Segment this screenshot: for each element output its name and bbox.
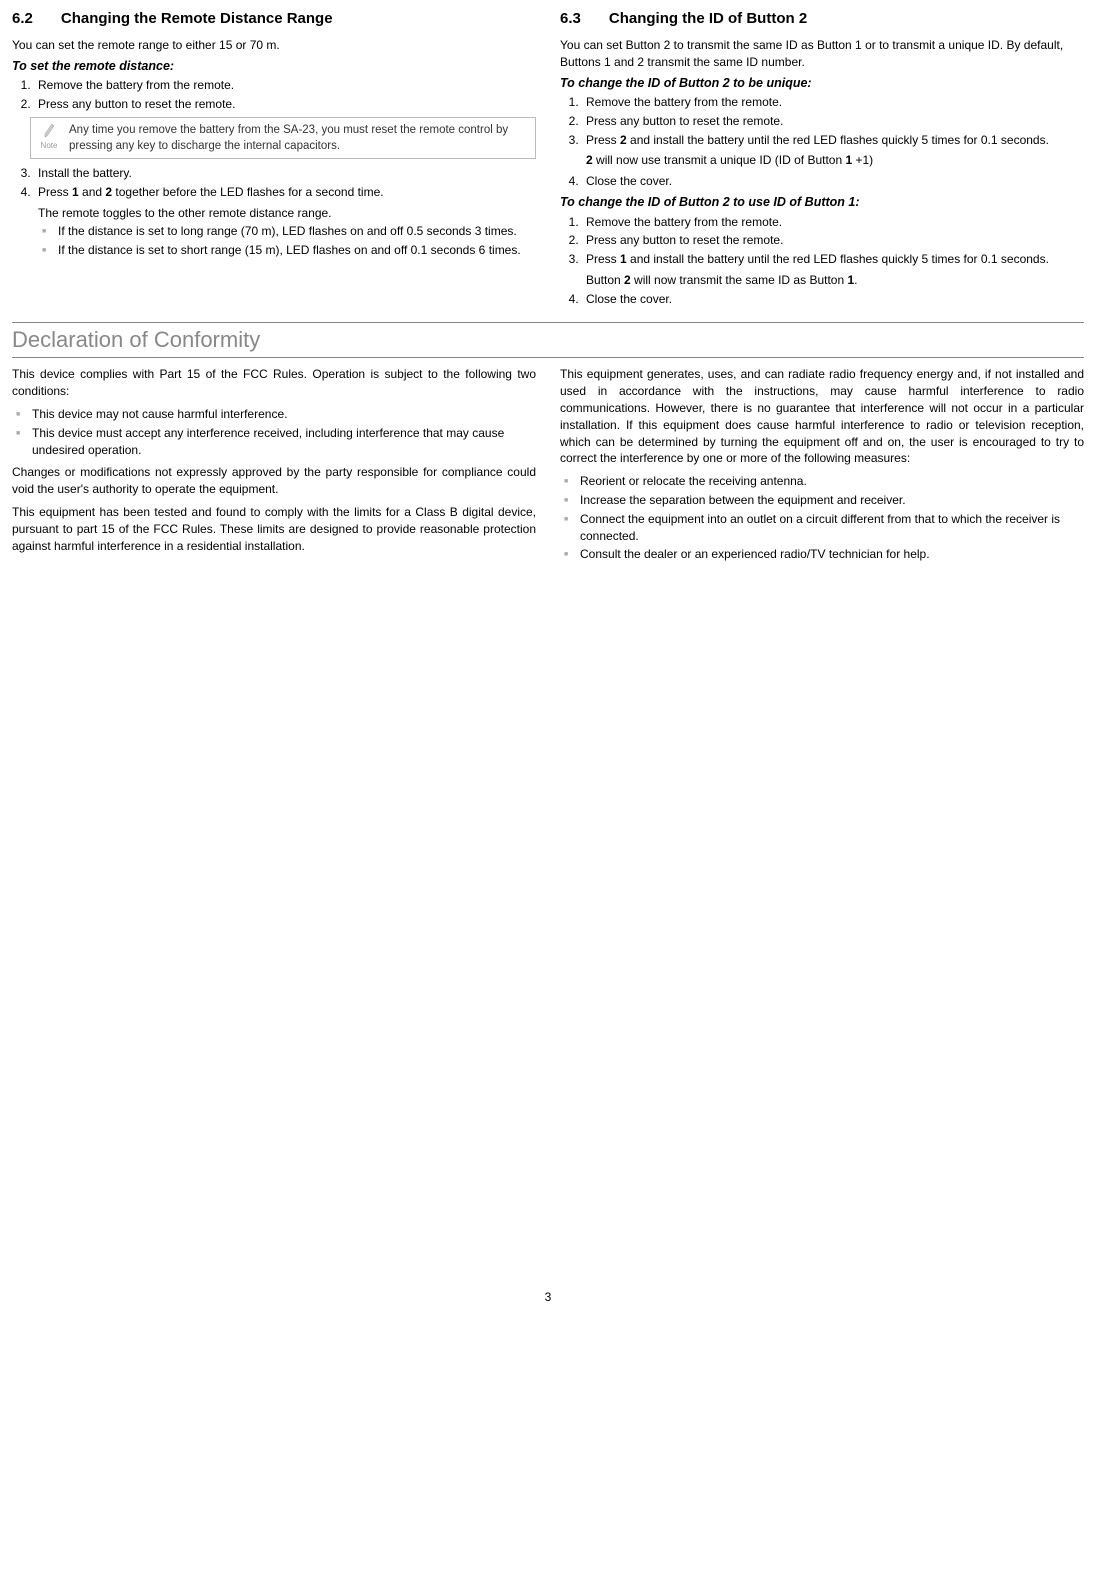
step-item: Remove the battery from the remote. xyxy=(582,94,1084,111)
decl-bullets-left: This device may not cause harmful interf… xyxy=(12,406,536,458)
decl-para: This equipment has been tested and found… xyxy=(12,504,536,554)
note-text: Any time you remove the battery from the… xyxy=(69,122,529,154)
decl-bullets-right: Reorient or relocate the receiving anten… xyxy=(560,473,1084,563)
declaration-heading: Declaration of Conformity xyxy=(12,322,1084,359)
bullet-item: Reorient or relocate the receiving anten… xyxy=(580,473,1084,490)
step-subtext: The remote toggles to the other remote d… xyxy=(38,205,536,222)
step-item: Close the cover. xyxy=(582,291,1084,308)
sub-bullets: If the distance is set to long range (70… xyxy=(38,223,536,259)
step-item: Remove the battery from the remote. xyxy=(34,77,536,94)
decl-para: Changes or modifications not expressly a… xyxy=(12,464,536,498)
bullet-item: Consult the dealer or an experienced rad… xyxy=(580,546,1084,563)
step-item: Remove the battery from the remote. xyxy=(582,214,1084,231)
subheading: To set the remote distance: xyxy=(12,58,536,76)
section-6-3: 6.3 Changing the ID of Button 2 You can … xyxy=(560,8,1084,312)
step-item: Press any button to reset the remote. xyxy=(582,232,1084,249)
note-label: Note xyxy=(41,140,58,151)
section-number: 6.2 xyxy=(12,8,33,29)
step-item: Install the battery. xyxy=(34,165,536,182)
section-number: 6.3 xyxy=(560,8,581,29)
bullet-item: If the distance is set to short range (1… xyxy=(58,242,536,259)
top-columns: 6.2 Changing the Remote Distance Range Y… xyxy=(12,8,1084,312)
decl-right: This equipment generates, uses, and can … xyxy=(560,366,1084,569)
subheading: To change the ID of Button 2 to be uniqu… xyxy=(560,75,1084,93)
decl-left: This device complies with Part 15 of the… xyxy=(12,366,536,569)
note-box: Note Any time you remove the battery fro… xyxy=(30,117,536,159)
bullet-item: Increase the separation between the equi… xyxy=(580,492,1084,509)
section-6-2: 6.2 Changing the Remote Distance Range Y… xyxy=(12,8,536,312)
bullet-item: This device may not cause harmful interf… xyxy=(32,406,536,423)
step-item: Press 1 and install the battery until th… xyxy=(582,251,1084,289)
decl-para: This equipment generates, uses, and can … xyxy=(560,366,1084,467)
bullet-item: This device must accept any interference… xyxy=(32,425,536,459)
bullet-item: Connect the equipment into an outlet on … xyxy=(580,511,1084,545)
steps-same-id: Remove the battery from the remote. Pres… xyxy=(560,214,1084,308)
step-item: Press any button to reset the remote. xyxy=(582,113,1084,130)
step-item: Press any button to reset the remote. xyxy=(34,96,536,113)
pencil-icon: Note xyxy=(37,122,61,151)
step-subtext: Button 2 will now transmit the same ID a… xyxy=(586,272,1084,289)
intro-text: You can set Button 2 to transmit the sam… xyxy=(560,37,1084,71)
intro-text: You can set the remote range to either 1… xyxy=(12,37,536,54)
steps-list-2: Install the battery. Press 1 and 2 toget… xyxy=(12,165,536,259)
section-title: Changing the Remote Distance Range xyxy=(61,8,333,29)
section-title: Changing the ID of Button 2 xyxy=(609,8,807,29)
decl-para: This device complies with Part 15 of the… xyxy=(12,366,536,400)
step-subtext: 2 will now use transmit a unique ID (ID … xyxy=(586,152,1084,169)
bullet-item: If the distance is set to long range (70… xyxy=(58,223,536,240)
step-item: Close the cover. xyxy=(582,173,1084,190)
declaration-columns: This device complies with Part 15 of the… xyxy=(12,366,1084,569)
subheading: To change the ID of Button 2 to use ID o… xyxy=(560,194,1084,212)
step-item: Press 1 and 2 together before the LED fl… xyxy=(34,184,536,259)
page-number: 3 xyxy=(12,1289,1084,1306)
steps-unique-id: Remove the battery from the remote. Pres… xyxy=(560,94,1084,190)
heading-6-2: 6.2 Changing the Remote Distance Range xyxy=(12,8,536,29)
steps-list-1: Remove the battery from the remote. Pres… xyxy=(12,77,536,113)
step-item: Press 2 and install the battery until th… xyxy=(582,132,1084,170)
heading-6-3: 6.3 Changing the ID of Button 2 xyxy=(560,8,1084,29)
